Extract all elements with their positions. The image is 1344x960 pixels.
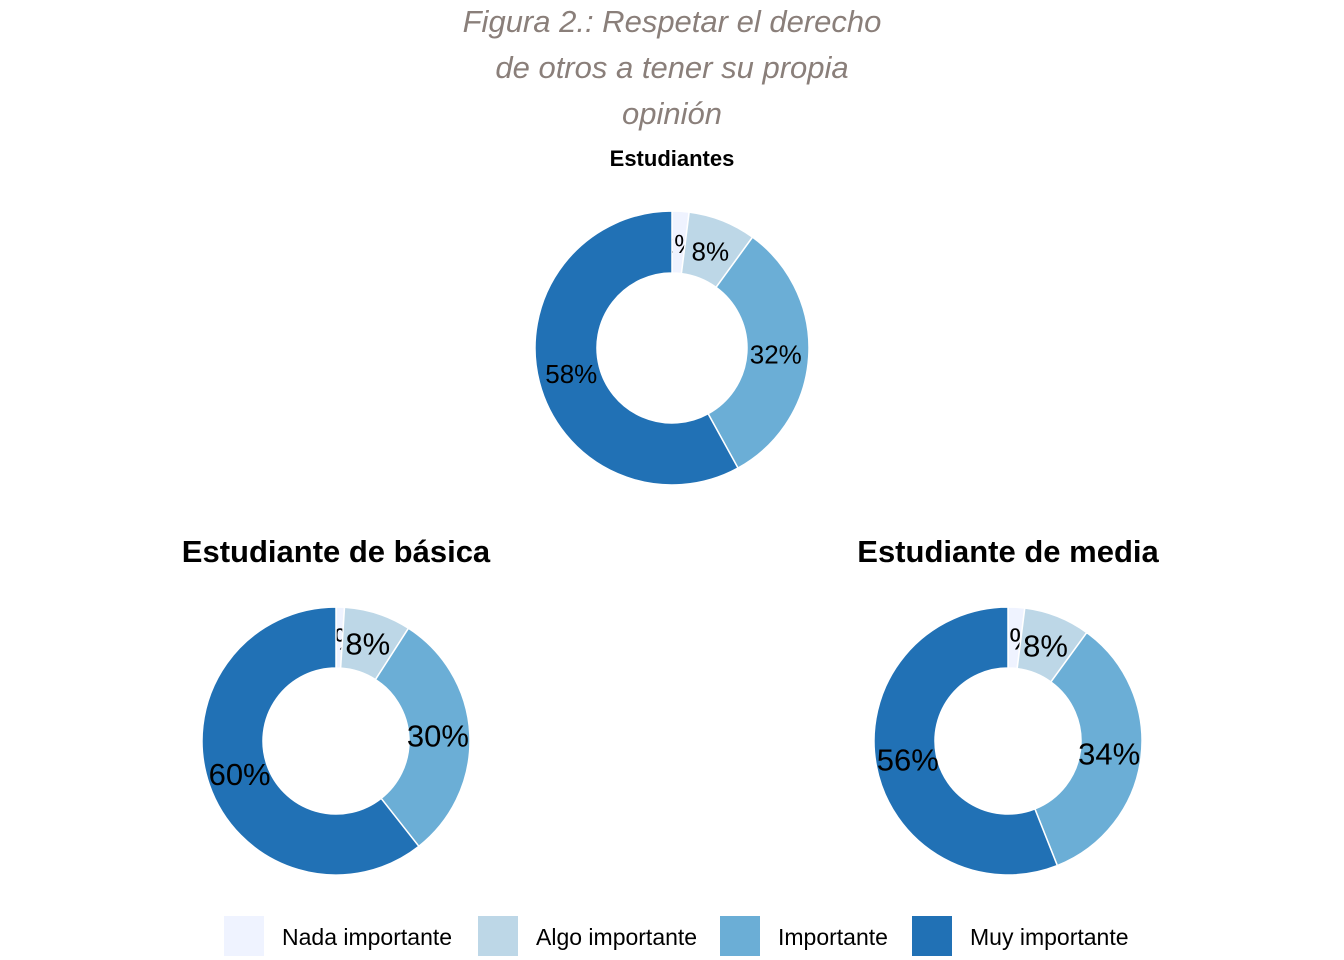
legend-swatch-algo [478, 916, 518, 956]
slice-label-basica-2: 30% [407, 719, 469, 754]
slice-estudiantes-2 [707, 236, 810, 470]
legend-swatch-importante [720, 916, 760, 956]
donut-media: 2%8%34%56% [873, 606, 1143, 876]
slice-basica-2 [374, 627, 471, 848]
slice-media-2 [1033, 631, 1143, 867]
legend-label-nada: Nada importante [282, 924, 453, 950]
slice-label-estudiantes-1: 8% [691, 236, 729, 266]
panel-title-basica: Estudiante de básica [181, 534, 491, 569]
slice-label-media-2: 34% [1078, 736, 1140, 771]
donut-basica: 1%8%30%60% [201, 606, 471, 876]
slice-label-media-1: 8% [1023, 629, 1068, 664]
slice-label-media-3: 56% [877, 743, 939, 778]
figure-title-line-1: Figura 2.: Respetar el derecho [462, 4, 882, 39]
figure-title-line-2: de otros a tener su propia [495, 50, 849, 85]
legend-label-algo: Algo importante [536, 924, 698, 950]
slice-label-basica-3: 60% [209, 757, 271, 792]
slice-basica-3 [201, 606, 420, 876]
panel-title-estudiantes: Estudiantes [609, 146, 735, 171]
panel-title-media: Estudiante de media [857, 534, 1159, 569]
slice-label-estudiantes-3: 58% [545, 359, 597, 389]
legend-label-importante: Importante [778, 924, 888, 950]
slice-label-basica-1: 8% [345, 627, 390, 662]
donut-estudiantes: 2%8%32%58% [534, 210, 810, 486]
slice-label-estudiantes-2: 32% [750, 340, 802, 370]
legend-swatch-nada [224, 916, 264, 956]
legend-swatch-muy [912, 916, 952, 956]
figure-title-line-3: opinión [622, 96, 722, 131]
slice-estudiantes-3 [534, 210, 740, 486]
slice-media-3 [873, 606, 1059, 876]
legend-label-muy: Muy importante [970, 924, 1129, 950]
